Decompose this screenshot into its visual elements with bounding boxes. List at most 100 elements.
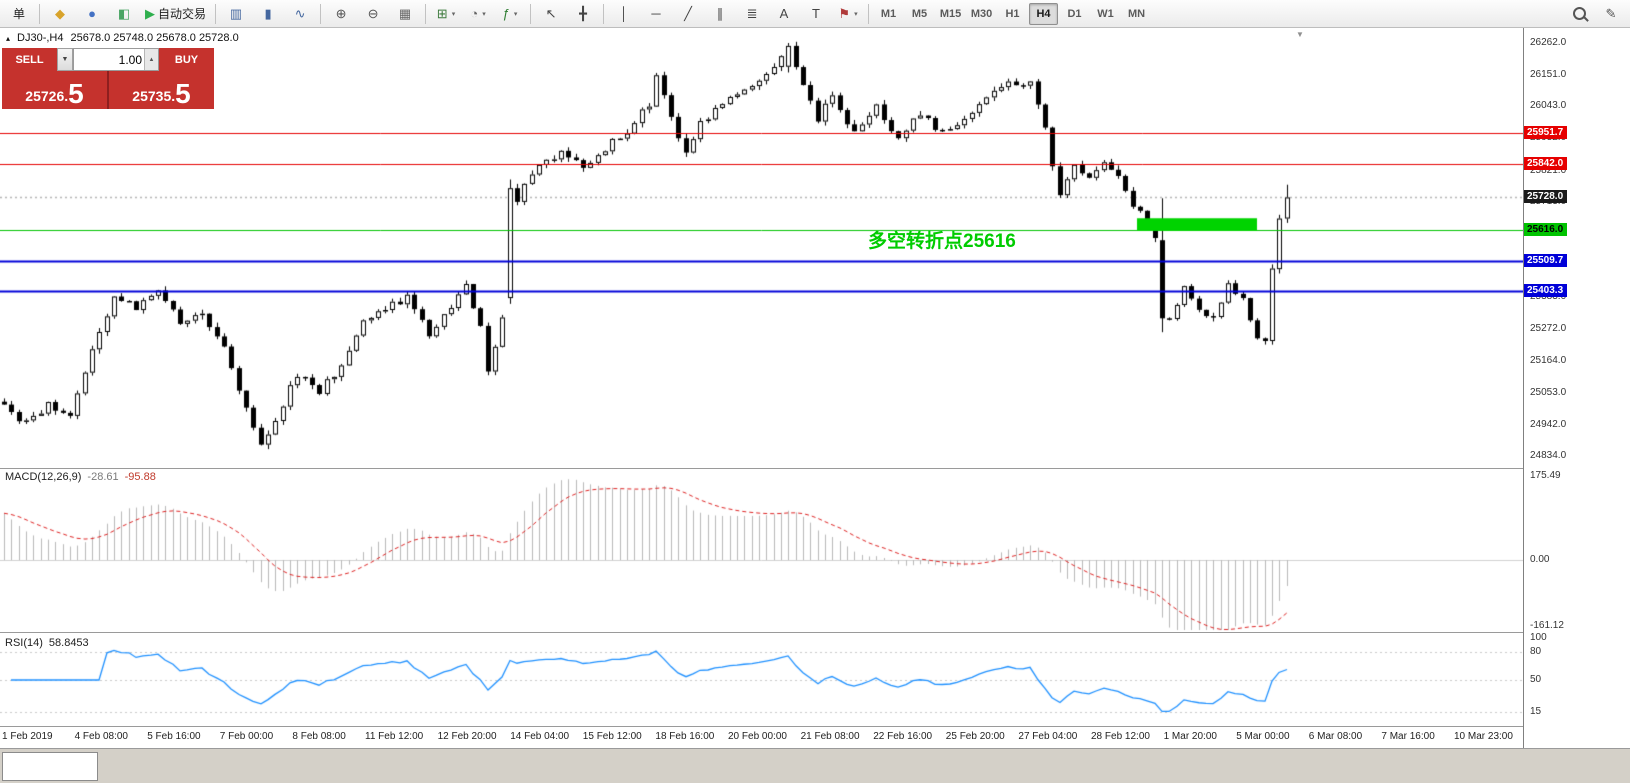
date-axis[interactable]: 1 Feb 2019 4 Feb 08:00 5 Feb 16:00 7 Feb 00… [0, 728, 1630, 748]
level-price-label: 25616.0 [1524, 222, 1568, 236]
autotrading-icon: ▶ [145, 5, 155, 21]
date-tick-label: 15 Feb 12:00 [582, 731, 642, 742]
candlestick-chart-button[interactable]: ▮ [253, 2, 283, 26]
indicators-button[interactable]: ƒ ▾ [495, 2, 525, 26]
buy-button[interactable]: BUY [159, 48, 214, 71]
channel-icon: ∥ [716, 5, 724, 21]
volume-stepper[interactable]: ▲ [144, 49, 158, 70]
rsi-tick-label: 100 [1530, 632, 1547, 643]
vertical-line-button[interactable]: │ [609, 2, 639, 26]
ohlc-values: 25678.0 25748.0 25678.0 25728.0 [70, 32, 239, 44]
chart-tab[interactable] [2, 752, 98, 781]
sell-button[interactable]: SELL [2, 48, 57, 71]
accounts-icon[interactable]: ◆ [45, 2, 75, 26]
toolbar-separator [603, 3, 605, 24]
search-button[interactable] [1564, 2, 1594, 26]
rsi-tick-label: 50 [1530, 674, 1542, 685]
volume-input[interactable] [73, 48, 159, 71]
text-button[interactable]: A [769, 2, 799, 26]
price-tick-label: 25053.0 [1530, 386, 1567, 398]
toolbar: 单 ◆ ● ◧ ▶ 自动交易 ▥ ▮ ∿ ⊕ ⊖ ▦ ⊞ ▾ ◔ ▾ ƒ ▾ ↖ ╋ │ ─ ╱ ∥ ≣ A T ⚑ ▾ M1 M5 M15 M… [0, 0, 1630, 28]
new-order-button[interactable]: 单 [4, 2, 34, 26]
arrows-button[interactable]: ⚑ ▾ [833, 2, 863, 26]
rsi-tick-label: 80 [1530, 646, 1542, 658]
timeframe-button-m30[interactable]: M30 [970, 7, 993, 20]
price-tick-label: 25272.0 [1530, 323, 1567, 335]
date-tick-label: 18 Feb 16:00 [655, 731, 715, 742]
timeframe-button-h1[interactable]: H1 [1005, 7, 1020, 20]
macd-signal-value: -95.88 [124, 471, 156, 483]
trendline-button[interactable]: ╱ [673, 2, 703, 26]
date-tick-label: 5 Feb 16:00 [147, 731, 201, 742]
date-tick-label: 7 Mar 16:00 [1381, 731, 1435, 742]
new-chart-button[interactable]: ⊞ ▾ [431, 2, 461, 26]
indicators-icon: ƒ [502, 6, 510, 21]
fibonacci-icon: ≣ [746, 5, 758, 21]
buy-price-main: 25735. [132, 88, 176, 104]
toolbar-separator [425, 3, 427, 24]
data-window-icon-icon: ◧ [117, 5, 131, 21]
sell-price-big-digit: 5 [68, 78, 84, 110]
date-tick-label: 5 Mar 00:00 [1236, 731, 1290, 742]
profiles-button[interactable]: ◔ ▾ [463, 2, 493, 26]
timeframe-button-w1[interactable]: W1 [1097, 7, 1114, 20]
data-window-icon[interactable]: ◧ [109, 2, 139, 26]
dropdown-caret-icon: ▾ [482, 10, 486, 18]
timeframe-button-m5[interactable]: M5 [911, 7, 928, 20]
price-tick-label: 26043.0 [1530, 100, 1567, 112]
rsi-value: 58.8453 [48, 637, 89, 649]
accounts-icon-icon: ◆ [55, 5, 65, 21]
bar-chart-button[interactable]: ▥ [221, 2, 251, 26]
timeframe-button-h4[interactable]: H4 [1029, 2, 1059, 25]
new-order-button-label: 单 [12, 7, 25, 21]
buy-price-big-digit: 5 [175, 78, 191, 110]
horizontal-line-button[interactable]: ─ [641, 2, 671, 26]
channel-button[interactable]: ∥ [705, 2, 735, 26]
date-tick-label: 12 Feb 20:00 [437, 731, 497, 742]
date-tick-label: 1 Feb 2019 [2, 731, 53, 742]
macd-rsi-separator[interactable] [0, 632, 1630, 635]
caret-down-icon: ▼ [61, 56, 69, 63]
current-price-label: 25728.0 [1524, 190, 1568, 204]
symbol-marker-icon: ▴ [6, 33, 11, 43]
date-tick-label: 6 Mar 08:00 [1308, 731, 1363, 742]
edit-button[interactable]: ✎ [1596, 2, 1626, 26]
date-tick-label: 4 Feb 08:00 [74, 731, 128, 742]
macd-label: MACD(12,26,9) [5, 471, 82, 483]
tile-windows-button[interactable]: ▦ [390, 2, 420, 26]
timeframe-button-d1[interactable]: D1 [1067, 7, 1082, 20]
chart-canvas[interactable] [0, 28, 1523, 748]
market-watch-icon[interactable]: ● [77, 2, 107, 26]
date-tick-label: 10 Mar 23:00 [1454, 731, 1513, 742]
edit-icon: ✎ [1605, 5, 1617, 21]
crosshair-button[interactable]: ╋ [568, 2, 598, 26]
buy-price-display[interactable]: 25735. 5 [107, 71, 214, 109]
toolbar-separator [215, 3, 217, 24]
sell-price-display[interactable]: 25726. 5 [2, 71, 107, 109]
zoom-in-button[interactable]: ⊕ [326, 2, 356, 26]
chart-shift-marker-icon: ▼ [1296, 30, 1304, 39]
volume-field-wrap: ▲ [73, 48, 159, 71]
line-chart-icon: ∿ [294, 5, 306, 21]
price-macd-separator[interactable] [0, 468, 1630, 471]
date-tick-label: 20 Feb 00:00 [728, 731, 787, 742]
line-chart-button[interactable]: ∿ [285, 2, 315, 26]
fibonacci-button[interactable]: ≣ [737, 2, 767, 26]
timeframe-button-m1[interactable]: M1 [880, 7, 897, 20]
timeframe-button-mn[interactable]: MN [1127, 7, 1146, 20]
autotrading-button[interactable]: ▶ 自动交易 [141, 2, 210, 26]
volume-dropdown-button[interactable]: ▼ [57, 48, 73, 71]
macd-indicator-header: MACD(12,26,9) -28.61 -95.88 [5, 471, 156, 483]
vertical-line-icon: │ [619, 6, 629, 21]
market-watch-icon-icon: ● [88, 6, 96, 21]
toolbar-right-group: ✎ [1563, 2, 1627, 26]
cursor-button[interactable]: ↖ [536, 2, 566, 26]
date-tick-label: 14 Feb 04:00 [510, 731, 570, 742]
text-label-button[interactable]: T [801, 2, 831, 26]
price-axis[interactable]: 26262.026151.026043.025932.025821.025713… [1523, 28, 1630, 748]
symbol-period-label: DJ30-,H4 [17, 32, 64, 44]
timeframe-button-m15[interactable]: M15 [939, 7, 962, 20]
dropdown-caret-icon: ▾ [513, 10, 518, 18]
zoom-out-button[interactable]: ⊖ [358, 2, 388, 26]
toolbar-separator [320, 3, 322, 24]
